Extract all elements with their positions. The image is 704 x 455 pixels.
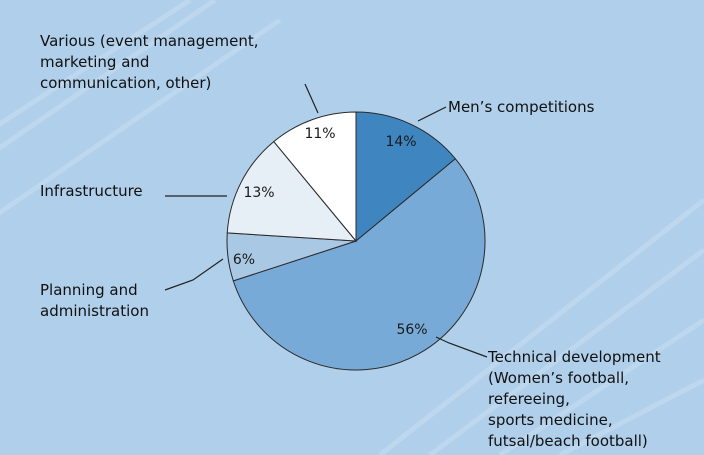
leader-line [304, 83, 319, 114]
background-stripe [558, 377, 704, 455]
slice-category-label-line: marketing and [40, 53, 149, 71]
slice-category-label-line: refereeing, [488, 390, 570, 408]
slice-category-label: Technical development (Women’s football, r… [487, 348, 661, 450]
slice-category-label: Various (event management, marketing and c… [40, 32, 258, 92]
background-stripe [428, 247, 704, 455]
pie-slices [226, 111, 486, 371]
slice-category-label: Infrastructure [40, 182, 143, 200]
slice-percentage-label: 13% [243, 185, 274, 201]
percentage-labels: 14% 56% 6% 13% 11% [233, 126, 428, 338]
background-stripe [0, 17, 282, 216]
slice-percentage-label: 56% [396, 322, 427, 338]
slice-category-label-line: Men’s competitions [448, 98, 595, 116]
leader-line [417, 106, 447, 122]
slice-category-label-line: Various (event management, [40, 32, 258, 50]
slice-category-label-line: sports medicine, [488, 411, 613, 429]
background-stripe [0, 0, 217, 151]
slice-category-label-line: communication, other) [40, 74, 211, 92]
slice-percentage-label: 6% [233, 252, 255, 268]
slice-category-label-line: (Women’s football, [488, 369, 629, 387]
slice-category-label-line: administration [40, 302, 149, 320]
slice-category-label-line: Infrastructure [40, 182, 143, 200]
slice-category-label-line: Planning and [40, 281, 138, 299]
slice-percentage-label: 11% [304, 126, 335, 142]
slice-category-label: Men’s competitions [448, 98, 595, 116]
category-labels: Men’s competitions Technical development (… [40, 32, 661, 450]
pie-slice [273, 111, 357, 243]
leader-line [435, 336, 488, 358]
background-stripe [498, 317, 704, 455]
slice-category-label-line: Technical development [487, 348, 661, 366]
pie-slice [226, 140, 358, 242]
slice-category-label: Planning and administration [40, 281, 149, 320]
background-stripe [0, 0, 192, 127]
pie-slice [232, 158, 486, 371]
pie-slice [355, 111, 457, 243]
slice-category-label-line: futsal/beach football) [488, 432, 648, 450]
leader-line [164, 258, 224, 291]
leader-lines [164, 83, 488, 358]
background-stripe [378, 198, 704, 455]
slice-percentage-label: 14% [385, 134, 416, 150]
